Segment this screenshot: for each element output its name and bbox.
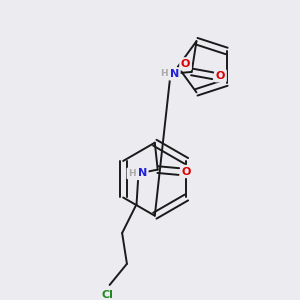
Text: O: O: [216, 71, 225, 81]
Text: N: N: [170, 69, 179, 79]
Text: N: N: [138, 169, 147, 178]
Text: Cl: Cl: [102, 290, 114, 300]
Text: H: H: [128, 169, 136, 178]
Text: H: H: [160, 69, 168, 78]
Text: O: O: [181, 59, 190, 69]
Text: O: O: [182, 167, 191, 176]
